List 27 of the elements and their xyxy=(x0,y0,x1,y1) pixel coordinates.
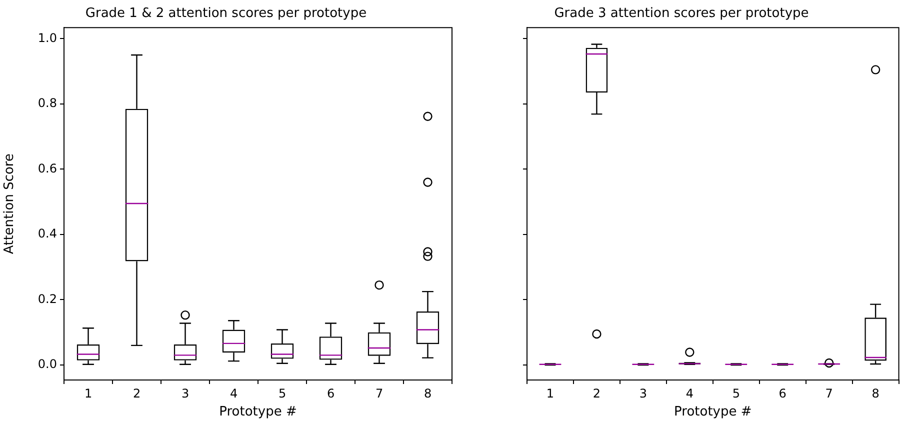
x-tick-label: 2 xyxy=(592,386,601,400)
x-tick-label: 5 xyxy=(732,386,740,400)
x-axis-title: Prototype # xyxy=(674,404,752,420)
x-tick-label: 3 xyxy=(639,386,648,400)
x-tick-label: 4 xyxy=(230,386,238,400)
y-tick-label: 0.6 xyxy=(38,161,57,176)
y-axis-title: Attention Score xyxy=(2,154,18,254)
x-tick-label: 5 xyxy=(278,386,286,400)
x-tick-label: 1 xyxy=(546,386,554,400)
x-tick-label: 3 xyxy=(181,386,190,400)
y-tick-label: 0.8 xyxy=(38,96,57,110)
x-tick-label: 4 xyxy=(686,386,694,400)
x-axis-title: Prototype # xyxy=(219,404,297,420)
x-tick-label: 8 xyxy=(424,386,432,400)
y-tick-label: 0.4 xyxy=(38,226,57,241)
chart-title: Grade 3 attention scores per prototype xyxy=(554,6,809,22)
y-tick-label: 0.0 xyxy=(38,357,57,372)
x-tick-label: 7 xyxy=(375,386,384,400)
x-tick-label: 6 xyxy=(326,386,335,400)
x-tick-label: 7 xyxy=(825,386,833,400)
x-tick-label: 8 xyxy=(872,386,880,400)
y-tick-label: 1.0 xyxy=(38,30,57,45)
y-tick-label: 0.2 xyxy=(38,292,57,306)
x-tick-label: 6 xyxy=(778,386,786,400)
x-tick-label: 1 xyxy=(84,386,92,400)
x-tick-label: 2 xyxy=(132,386,141,400)
chart-title: Grade 1 & 2 attention scores per prototype xyxy=(85,6,367,22)
